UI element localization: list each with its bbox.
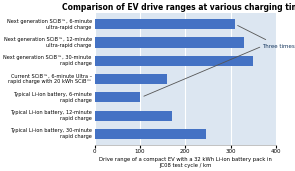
Bar <box>95 110 172 121</box>
Title: Comparison of EV drive ranges at various charging times: Comparison of EV drive ranges at various… <box>62 3 295 12</box>
Bar <box>95 129 206 139</box>
Bar <box>95 19 235 29</box>
X-axis label: Drive range of a compact EV with a 32 kWh Li-ion battery pack in
JC08 test cycle: Drive range of a compact EV with a 32 kW… <box>99 157 272 168</box>
Bar <box>95 92 140 102</box>
Bar <box>95 74 167 84</box>
Bar <box>95 37 244 48</box>
Text: Three times: Three times <box>237 25 295 49</box>
Bar <box>95 56 253 66</box>
